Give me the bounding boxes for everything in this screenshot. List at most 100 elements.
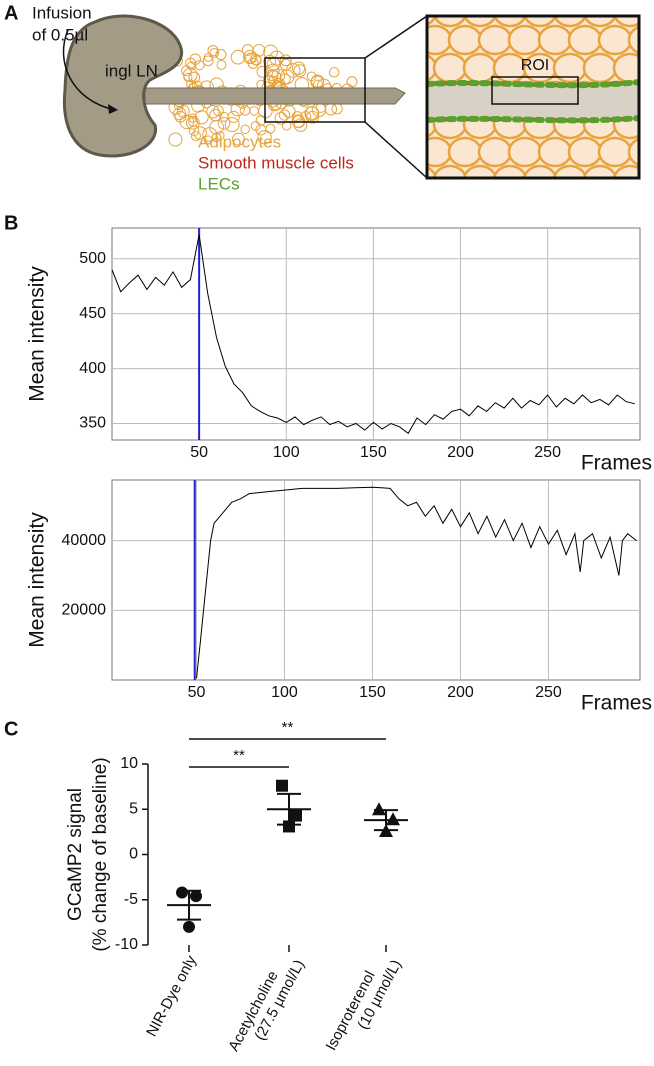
adipocyte — [328, 67, 340, 78]
y-axis-label: Mean intensity — [26, 512, 49, 648]
lymph-node — [62, 14, 184, 158]
x-tick-label: Acetylcholine (27.5 µmol/L) — [225, 949, 308, 1063]
adipocyte — [285, 63, 301, 78]
adipocyte — [213, 105, 224, 117]
adipocyte — [265, 63, 280, 78]
y-tick-label: 5 — [129, 800, 138, 817]
adipocyte — [552, 52, 588, 84]
adipocyte — [427, 24, 453, 56]
panel-label: C — [4, 718, 18, 740]
inset-vessel — [427, 82, 639, 123]
data-point — [183, 920, 195, 933]
adipocyte — [427, 54, 438, 82]
adipocyte — [211, 132, 222, 143]
x-tick-label: Isoproterenol (10 µmol/L) — [323, 949, 405, 1062]
lec — [427, 115, 639, 124]
trace — [196, 486, 637, 679]
diagram — [62, 14, 641, 180]
x-tick-label: 250 — [535, 684, 562, 701]
adipocyte — [216, 60, 227, 70]
trace — [111, 234, 635, 435]
adipocyte — [179, 114, 195, 130]
adipocyte — [582, 164, 618, 178]
adipocyte — [627, 25, 639, 55]
y-tick-label: 0 — [129, 846, 138, 863]
zoom-line — [364, 121, 428, 179]
adipocyte — [462, 52, 498, 84]
adipocyte — [267, 70, 282, 85]
adipocyte — [263, 54, 277, 68]
data-point — [372, 802, 386, 816]
vessel — [144, 87, 406, 105]
x-tick-label: 100 — [271, 684, 298, 701]
adipocyte — [553, 16, 587, 28]
adipocyte — [567, 136, 603, 168]
adipocyte — [462, 164, 498, 178]
adipocyte — [293, 64, 307, 78]
legend-label: LECs — [198, 174, 240, 193]
y-tick-label: 20000 — [62, 602, 107, 619]
adipocyte — [262, 74, 276, 88]
y-tick-label: 350 — [79, 415, 106, 432]
adipocyte — [202, 55, 214, 67]
zoom-line — [364, 15, 428, 59]
panel-label: B — [4, 212, 18, 234]
adipocyte — [274, 111, 288, 125]
adipocyte — [243, 49, 258, 65]
adipocyte — [304, 106, 320, 121]
x-tick-label: 200 — [447, 684, 474, 701]
adipocyte — [306, 71, 317, 82]
infusion-label: of 0.5µl — [32, 25, 88, 44]
adipocyte — [240, 124, 250, 135]
x-tick-label: 50 — [188, 684, 206, 701]
x-tick-label: 250 — [534, 444, 561, 461]
adipocyte — [463, 16, 497, 28]
x-tick-label: 100 — [273, 444, 300, 461]
adipocyte — [227, 110, 240, 123]
y-axis-label: (% change of baseline) — [90, 757, 111, 951]
adipocyte — [183, 67, 198, 83]
y-tick-label: -5 — [124, 891, 138, 908]
x-tick-label: 50 — [190, 444, 208, 461]
adipocyte — [433, 16, 467, 28]
adipocyte — [597, 136, 633, 168]
y-tick-label: 500 — [79, 250, 106, 267]
adipocyte — [522, 164, 558, 178]
data-point — [176, 886, 188, 899]
adipocyte — [537, 136, 573, 168]
x-tick-label: NIR-Dye only — [143, 952, 200, 1039]
adipocyte — [217, 116, 231, 130]
arrow — [62, 29, 116, 111]
y-axis-label: GCaMP2 signal — [65, 788, 86, 921]
adipocyte — [282, 104, 296, 118]
adipocyte — [583, 16, 617, 28]
adipocyte — [279, 54, 292, 67]
adipocyte — [427, 166, 438, 178]
adipocyte — [241, 44, 254, 56]
adipocyte — [477, 24, 513, 56]
legend-label: Smooth muscle cells — [198, 153, 354, 172]
y-tick-label: 450 — [79, 305, 106, 322]
adipocyte — [215, 49, 227, 61]
adipocyte — [567, 24, 603, 56]
x-axis-label: Frames — [581, 452, 652, 475]
adipocyte — [224, 117, 240, 133]
adipocyte — [207, 45, 219, 57]
x-tick-label: 200 — [447, 444, 474, 461]
adipocyte — [263, 44, 278, 60]
adipocyte — [507, 24, 543, 56]
roi-label: ROI — [521, 57, 549, 74]
y-tick-label: 400 — [79, 360, 106, 377]
x-axis-label: Frames — [581, 692, 652, 715]
lec — [427, 79, 639, 89]
adipocyte — [256, 65, 269, 78]
adipocyte — [432, 164, 468, 178]
arrowhead — [108, 104, 118, 114]
adipocyte — [324, 103, 338, 116]
node-label: ingl LN — [105, 61, 158, 80]
zoom-box — [264, 57, 366, 123]
adipocyte — [597, 24, 633, 56]
adipocyte — [245, 52, 257, 64]
adipocyte — [188, 117, 199, 127]
